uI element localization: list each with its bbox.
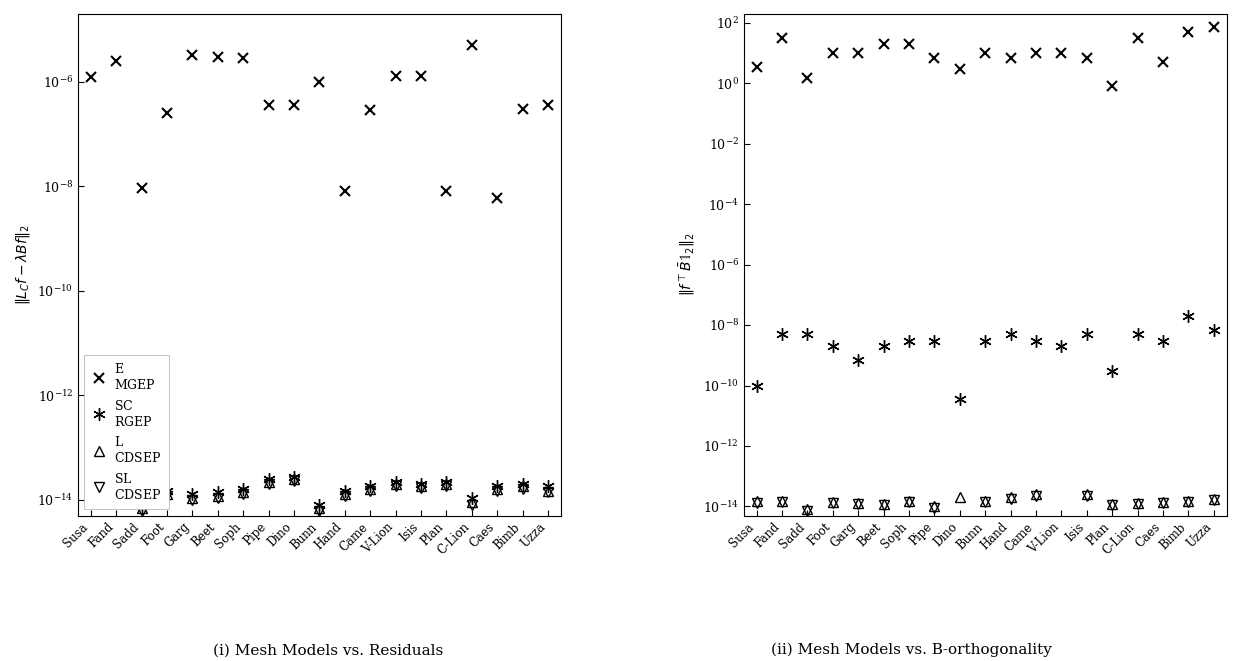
- Y-axis label: $\Vert f^{\top} \bar{B} \mathbb{1}_2 \Vert_2$: $\Vert f^{\top} \bar{B} \mathbb{1}_2 \Ve…: [677, 233, 697, 296]
- Legend: $\mathregular{E}$
$\mathregular{MGEP}$, $\mathregular{SC}$
$\mathregular{RGEP}$,: $\mathregular{E}$ $\mathregular{MGEP}$, …: [84, 355, 169, 510]
- Text: (ii) Mesh Models vs. B‑orthogonality: (ii) Mesh Models vs. B‑orthogonality: [771, 643, 1052, 658]
- Y-axis label: $\Vert L_C f - \lambda B f \Vert_2$: $\Vert L_C f - \lambda B f \Vert_2$: [14, 224, 31, 305]
- Text: (i) Mesh Models vs. Residuals: (i) Mesh Models vs. Residuals: [213, 643, 444, 658]
